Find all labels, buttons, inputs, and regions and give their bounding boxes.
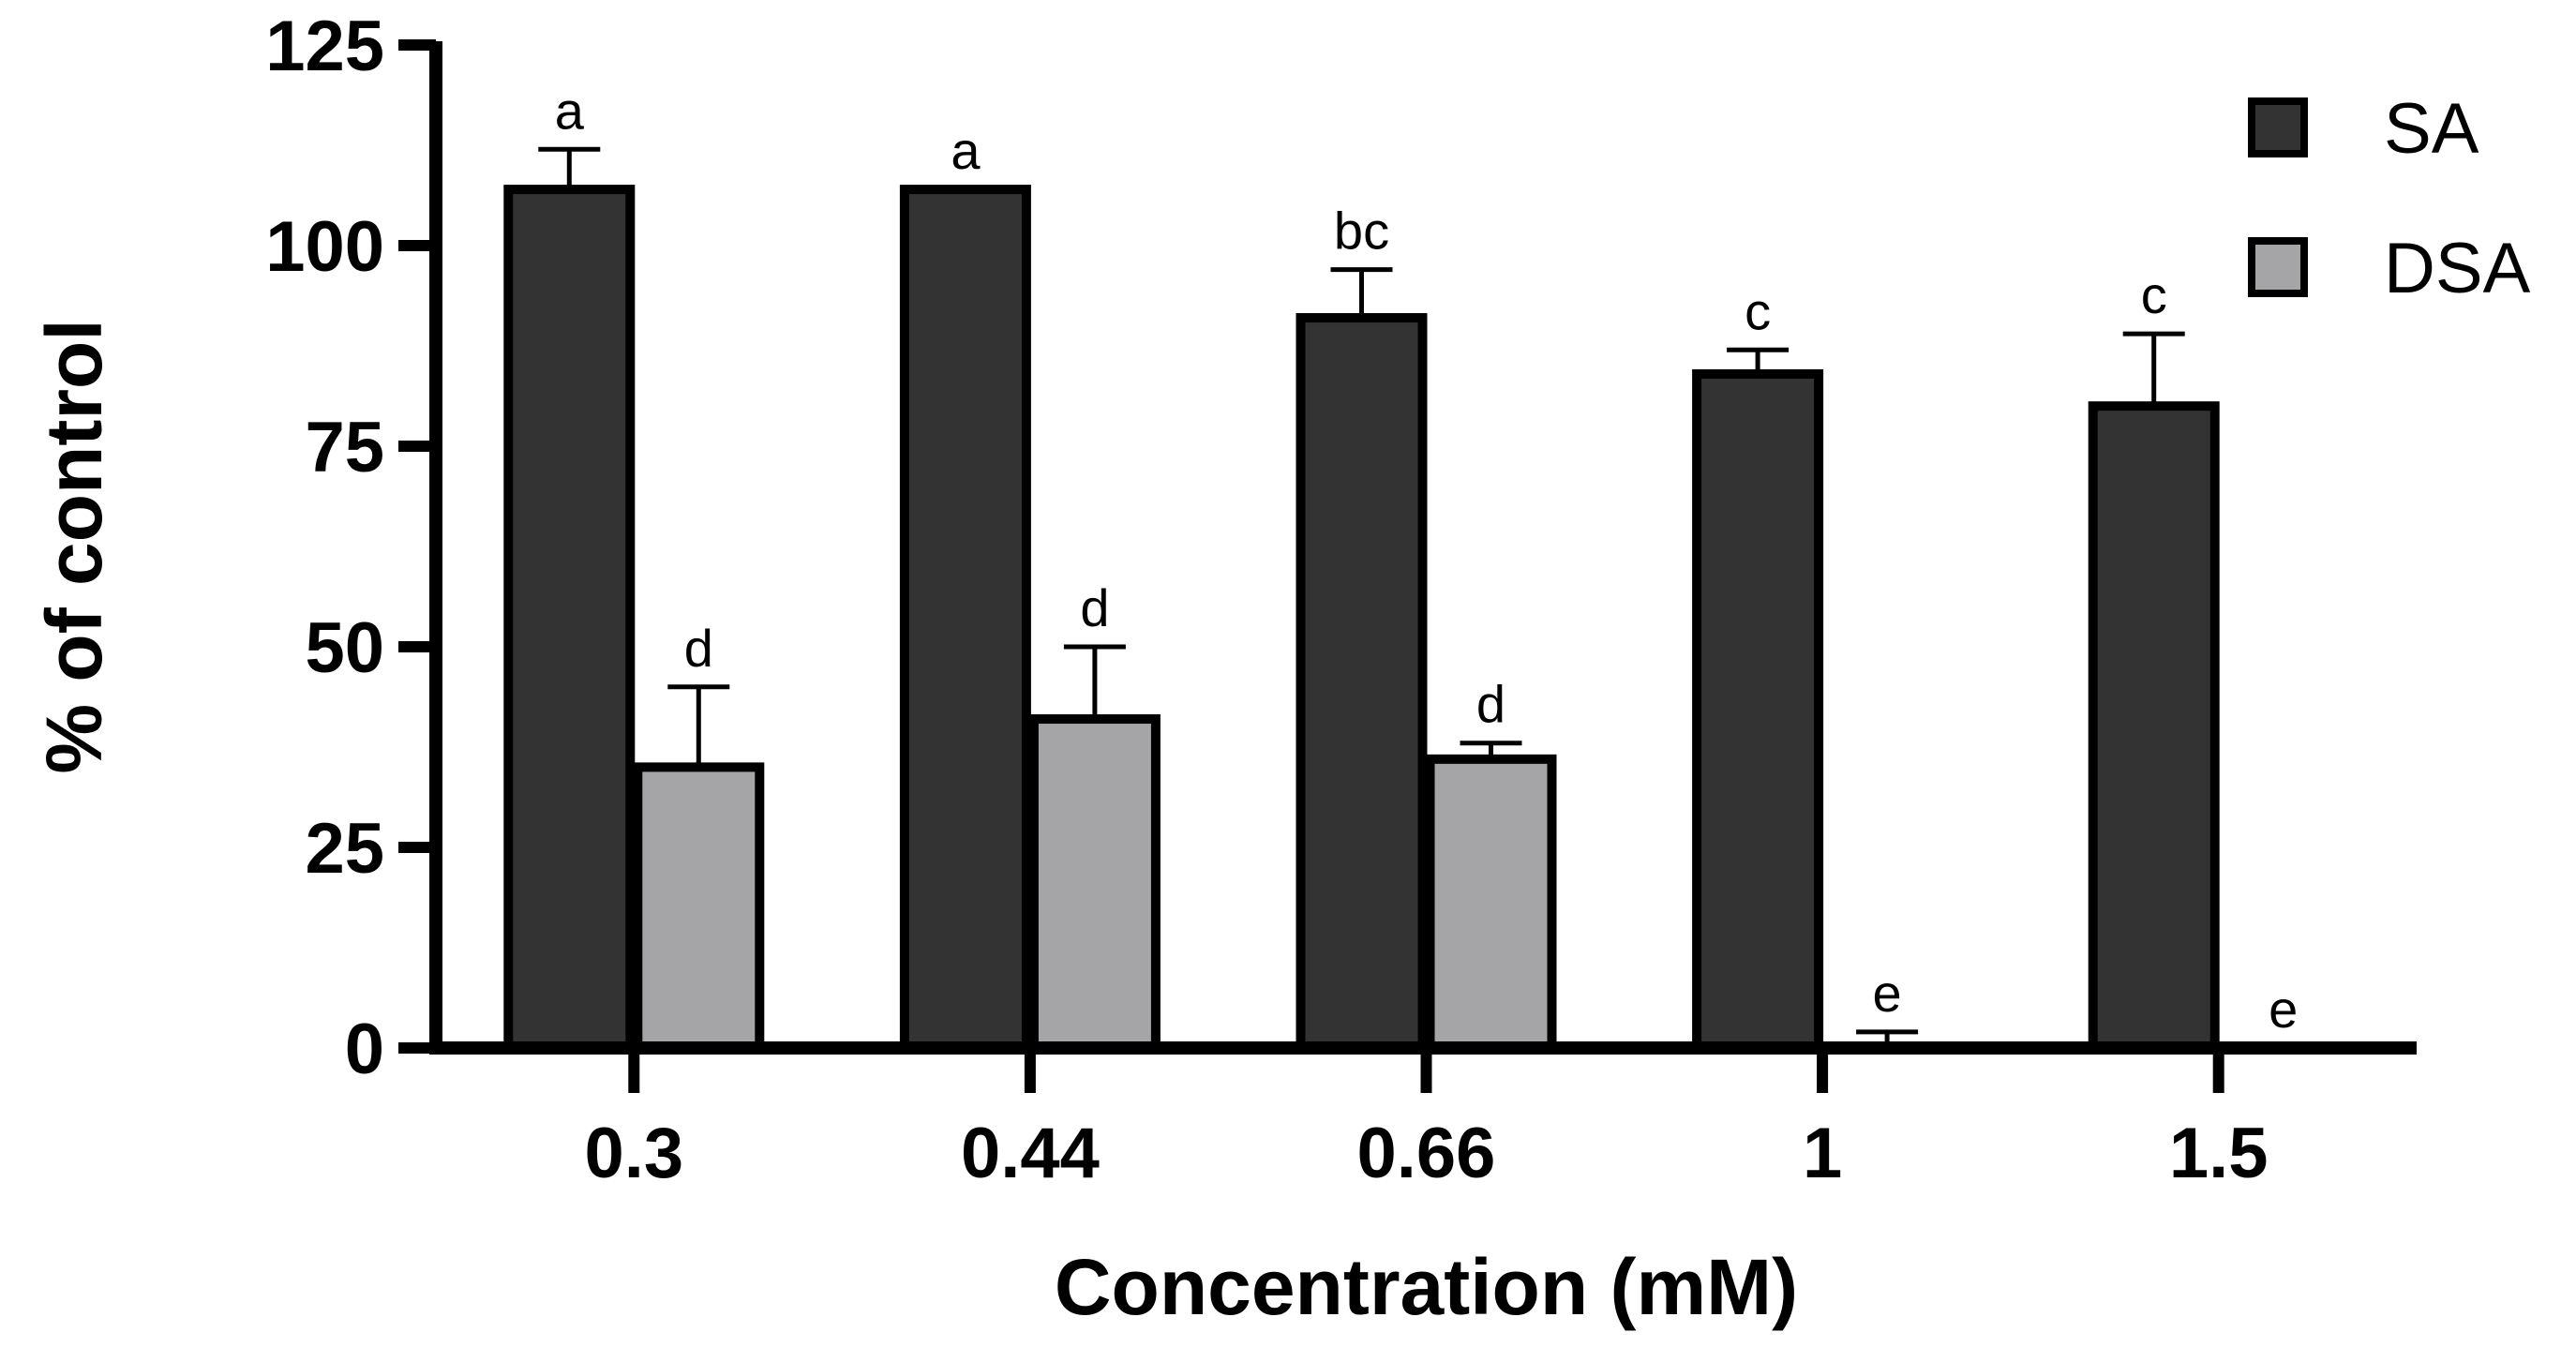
bar-dsa-0.3 (633, 762, 765, 1054)
y-ticks-layer: 0 25 50 75 100 125 (265, 7, 436, 1089)
bar-sa-1.5 (2088, 401, 2220, 1053)
bars-layer (503, 185, 2220, 1054)
significance-label: e (1873, 964, 1902, 1023)
significance-label: d (1476, 675, 1505, 734)
bar-sa-0.3 (503, 185, 636, 1053)
x-tick-label: 0.66 (1357, 1114, 1496, 1193)
bar-sa-0.66 (1295, 313, 1428, 1054)
significance-label: a (555, 81, 585, 140)
significance-label: bc (1334, 202, 1389, 261)
y-tick-label: 50 (305, 608, 384, 688)
significance-labels-layer: a a bc c c d d d e e (555, 81, 2299, 1039)
x-tick-label: 0.44 (961, 1114, 1100, 1193)
bar-dsa-0.44 (1028, 714, 1161, 1053)
bar-dsa-0.66 (1425, 754, 1557, 1054)
significance-label: c (1745, 281, 1771, 340)
y-tick-label: 0 (345, 1010, 384, 1089)
legend-label-sa: SA (2384, 89, 2479, 169)
legend-label-dsa: DSA (2384, 229, 2531, 308)
x-axis-title: Concentration (mM) (1055, 1243, 1798, 1331)
legend-swatch-sa (2248, 97, 2308, 157)
significance-label: c (2141, 265, 2167, 324)
x-tick-label: 1.5 (2169, 1114, 2269, 1193)
y-tick-label: 75 (305, 408, 384, 487)
x-ticks-layer: 0.3 0.44 0.66 1 1.5 (584, 1048, 2269, 1193)
significance-label: d (1080, 578, 1109, 637)
y-axis-title: % of control (30, 319, 118, 773)
y-tick-label: 100 (265, 207, 384, 287)
x-tick-label: 0.3 (584, 1114, 683, 1193)
significance-label: e (2269, 980, 2298, 1039)
legend: SA DSA (2248, 89, 2531, 308)
y-tick-label: 25 (305, 809, 384, 889)
significance-label: a (951, 121, 981, 180)
significance-label: d (684, 619, 713, 678)
error-bars-layer (538, 146, 2185, 1048)
y-tick-label: 125 (265, 7, 384, 86)
x-tick-label: 1 (1803, 1114, 1842, 1193)
bar-sa-1 (1692, 368, 1824, 1053)
bar-sa-0.44 (899, 185, 1031, 1053)
legend-swatch-dsa (2248, 237, 2308, 297)
